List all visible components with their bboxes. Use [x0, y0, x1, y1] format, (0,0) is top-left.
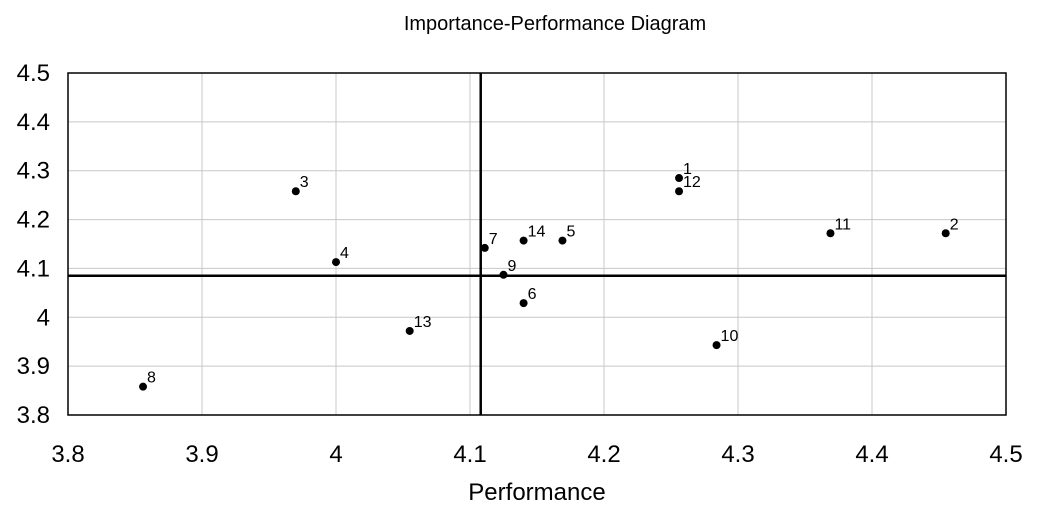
- data-point: [675, 187, 684, 196]
- y-tick-label: 4: [37, 304, 50, 331]
- y-tick-label: 4.3: [17, 158, 50, 185]
- y-tick-label: 4.2: [17, 207, 50, 234]
- y-tick-label: 4.5: [17, 60, 50, 87]
- data-point: [558, 236, 567, 245]
- y-tick-label: 4.4: [17, 109, 50, 136]
- grid-lines: [67, 72, 1007, 416]
- data-point-label: 11: [834, 216, 851, 233]
- data-point-label: 8: [147, 370, 156, 387]
- y-tick-label: 3.9: [17, 353, 50, 380]
- x-tick-label: 4: [329, 441, 342, 468]
- data-point-label: 3: [300, 174, 309, 191]
- data-point-label: 13: [414, 314, 432, 331]
- data-point: [712, 341, 721, 350]
- plot-frame: [67, 72, 1007, 416]
- y-tick-label: 4.1: [17, 255, 50, 282]
- x-axis-label: Performance: [468, 479, 605, 506]
- x-axis-ticks: 3.8 3.9 4 4.1 4.2 4.3 4.4 4.5: [51, 441, 1022, 468]
- quadrant-reference-lines: [68, 73, 1006, 415]
- data-point: [519, 299, 528, 308]
- data-point-label: 5: [566, 224, 575, 241]
- x-tick-label: 3.9: [185, 441, 218, 468]
- data-point-label: 12: [683, 174, 701, 191]
- x-tick-label: 3.8: [51, 441, 84, 468]
- x-tick-label: 4.3: [721, 441, 754, 468]
- y-tick-label: 3.8: [17, 402, 50, 429]
- data-point-label: 14: [528, 224, 546, 241]
- data-point: [499, 270, 508, 279]
- data-point-label: 9: [508, 258, 517, 275]
- data-point: [519, 236, 528, 245]
- data-point: [480, 243, 489, 252]
- data-point: [332, 258, 340, 267]
- data-point: [941, 229, 950, 238]
- data-point-label: 10: [721, 328, 739, 345]
- data-point: [139, 382, 148, 391]
- x-tick-label: 4.4: [855, 441, 888, 468]
- y-axis-ticks: 3.8 3.9 4 4.1 4.2 4.3 4.4 4.5: [17, 60, 50, 429]
- data-point: [826, 229, 835, 238]
- chart-title: Importance-Performance Diagram: [404, 13, 706, 35]
- x-tick-label: 4.5: [989, 441, 1022, 468]
- data-point-label: 2: [950, 216, 959, 233]
- data-point: [405, 326, 414, 335]
- data-point: [291, 187, 300, 196]
- data-point-label: 4: [340, 245, 349, 262]
- x-tick-label: 4.2: [587, 441, 620, 468]
- data-point-label: 7: [489, 231, 498, 248]
- data-point-label: 6: [528, 286, 537, 303]
- x-tick-label: 4.1: [453, 441, 486, 468]
- data-point: [675, 174, 684, 183]
- data-point-label: 1: [683, 161, 692, 178]
